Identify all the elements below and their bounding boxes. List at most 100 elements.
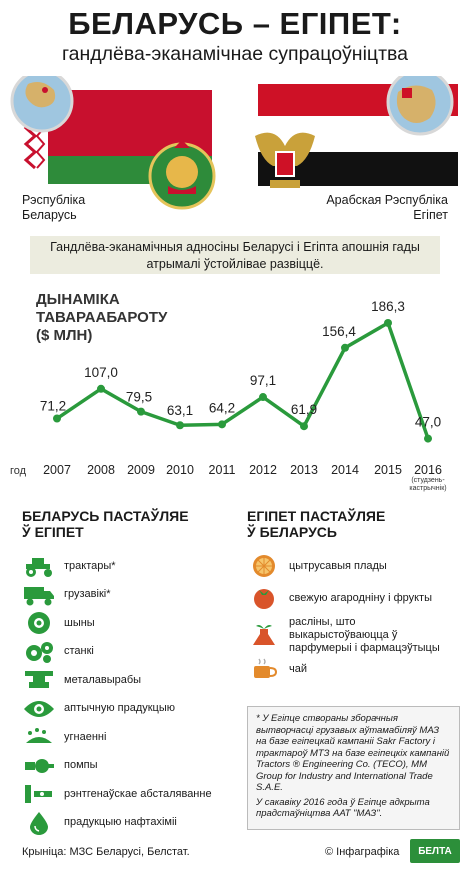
- imports-item-3: чай: [247, 656, 462, 682]
- exports-item-6: угнаенні: [22, 724, 237, 750]
- oil-drop-icon: [22, 811, 56, 835]
- x-tick-label-2015: 2015: [374, 463, 402, 477]
- value-label-2015: 186,3: [371, 299, 405, 314]
- plant-flask-icon: [247, 623, 281, 647]
- value-label-2014: 156,4: [322, 324, 356, 339]
- trade-turnover-chart: ДЫНАМІКА ТАВАРААБАРОТУ ($ МЛН) год 71,2 1…: [10, 291, 447, 492]
- data-point-2012: [259, 393, 267, 402]
- pump-icon: [22, 754, 56, 778]
- x-tick-label-2010: 2010: [166, 463, 194, 477]
- x-tick-label-2008: 2008: [87, 463, 115, 477]
- chart-title-line-3: ($ МЛН): [36, 327, 92, 344]
- copyright-text: © Інфаграфіка: [325, 846, 400, 858]
- x-tick-label-2009: 2009: [127, 463, 155, 477]
- item-label: угнаенні: [64, 730, 107, 743]
- data-point-2009: [137, 407, 145, 416]
- data-point-2008: [97, 384, 105, 393]
- imports-title-line-1: ЕГІПЕТ ПАСТАЎЛЯЕ: [247, 508, 386, 524]
- tractor-icon: [22, 554, 56, 578]
- item-label: станкі: [64, 645, 94, 657]
- value-label-2009: 79,5: [126, 390, 152, 405]
- imports-item-2: расліны, што выкарыстоўваюцца ў парфумер…: [247, 615, 462, 654]
- item-label: металавырабы: [64, 673, 142, 686]
- value-label-2008: 107,0: [84, 365, 118, 380]
- item-label: помпы: [64, 759, 98, 771]
- x-note-line-1: (студзень-: [411, 477, 445, 484]
- value-labels: 71,2 107,0 79,5 63,1 64,2 97,1 61,9 156,4 186,3 4…: [40, 299, 441, 430]
- x-tick-label-2014: 2014: [331, 463, 359, 477]
- value-label-2016: 47,0: [415, 415, 441, 430]
- chart-title-line-1: ДЫНАМІКА: [36, 291, 120, 308]
- exports-item-8: рэнтгенаўскае абсталяванне: [22, 781, 237, 807]
- exports-item-9: прадукцыю нафтахіміі: [22, 810, 237, 836]
- intro-banner: Гандлёва-эканамічныя адносіны Беларусі і…: [30, 236, 440, 274]
- belarus-emblem-icon: [148, 140, 216, 210]
- tomato-icon: [247, 586, 281, 610]
- value-label-2007: 71,2: [40, 399, 66, 414]
- imports-item-0: цытрусавыя плады: [247, 553, 462, 579]
- exports-item-3: станкі: [22, 639, 237, 665]
- value-label-2013: 61,9: [291, 402, 317, 417]
- exports-item-1: грузавікі*: [22, 582, 237, 608]
- data-point-2007: [53, 414, 61, 423]
- fertilizer-icon: [22, 725, 56, 749]
- country-right-caption: Арабская Рэспубліка Егіпет: [326, 193, 448, 222]
- tire-icon: [22, 611, 56, 635]
- value-label-2012: 97,1: [250, 373, 276, 388]
- exports-title-line-1: БЕЛАРУСЬ ПАСТАЎЛЯЕ: [22, 508, 189, 524]
- x-axis-label: год: [10, 465, 27, 477]
- imports-item-1: свежую агародніну і фрукты: [247, 585, 462, 611]
- item-label: расліны, што выкарыстоўваюцца ў парфумер…: [289, 615, 440, 654]
- data-point-2011: [218, 420, 226, 429]
- anvil-icon: [22, 668, 56, 692]
- egypt-eagle-icon: [255, 132, 315, 188]
- imports-title-line-2: Ў БЕЛАРУСЬ: [247, 524, 337, 540]
- item-label: рэнтгенаўскае абсталяванне: [64, 787, 212, 800]
- x-tick-label-2012: 2012: [249, 463, 277, 477]
- source-text: Крыніца: МЗС Беларусі, Белстат.: [22, 846, 190, 858]
- tea-cup-icon: [247, 657, 281, 681]
- country-left-caption: Рэспубліка Беларусь: [22, 193, 86, 222]
- chart-title: ДЫНАМІКА ТАВАРААБАРОТУ ($ МЛН): [36, 291, 168, 344]
- x-tick-label-2013: 2013: [290, 463, 318, 477]
- item-label: грузавікі*: [64, 588, 111, 600]
- footnote-p2: У сакавіку 2016 года ў Егіпце адкрыта пр…: [256, 796, 430, 820]
- item-label: шыны: [64, 616, 95, 629]
- data-point-2015: [384, 318, 392, 327]
- data-point-2016: [424, 434, 432, 443]
- globe-egypt-icon: [386, 76, 454, 136]
- xray-icon: [22, 782, 56, 806]
- exports-title-line-2: Ў ЕГІПЕТ: [22, 524, 84, 540]
- chart-title-line-2: ТАВАРААБАРОТУ: [36, 309, 168, 326]
- value-label-2010: 63,1: [167, 403, 193, 418]
- x-note-line-2: кастрычнік): [409, 484, 446, 492]
- item-label: трактары*: [64, 559, 116, 572]
- item-label: свежую агародніну і фрукты: [289, 591, 432, 604]
- exports-item-2: шыны: [22, 610, 237, 636]
- page-subtitle: гандлёва-эканамічнае супрацоўніцтва: [61, 43, 408, 65]
- x-tick-label-2016: 2016: [414, 463, 442, 477]
- item-label: цытрусавыя плады: [289, 559, 387, 572]
- globe-belarus-icon: [10, 76, 74, 133]
- x-tick-label-2007: 2007: [43, 463, 71, 477]
- data-point-2014: [341, 343, 349, 352]
- page-title: БЕЛАРУСЬ – ЕГІПЕТ:: [68, 6, 402, 41]
- exports-item-0: трактары*: [22, 553, 237, 579]
- item-label: аптычную прадукцыю: [64, 702, 176, 714]
- x-tick-labels: 2007 2008 2009 2010 2011 2012 2013 2014 2015 2016: [43, 463, 442, 477]
- data-point-2013: [300, 422, 308, 431]
- item-label: чай: [289, 662, 307, 675]
- belta-logo: БЕЛТА: [410, 839, 460, 863]
- citrus-icon: [247, 554, 281, 578]
- value-label-2011: 64,2: [209, 400, 235, 415]
- exports-title: БЕЛАРУСЬ ПАСТАЎЛЯЕ Ў ЕГІПЕТ: [22, 508, 189, 540]
- exports-item-5: аптычную прадукцыю: [22, 696, 237, 722]
- footnote-box: * У Егіпце створаны зборачныя вытворчасц…: [247, 706, 460, 830]
- exports-item-4: металавырабы: [22, 667, 237, 693]
- series-line: [56, 321, 430, 440]
- gears-icon: [22, 640, 56, 664]
- exports-item-7: помпы: [22, 753, 237, 779]
- eye-icon: [22, 697, 56, 721]
- imports-title: ЕГІПЕТ ПАСТАЎЛЯЕ Ў БЕЛАРУСЬ: [247, 508, 385, 540]
- x-tick-label-2011: 2011: [209, 463, 236, 477]
